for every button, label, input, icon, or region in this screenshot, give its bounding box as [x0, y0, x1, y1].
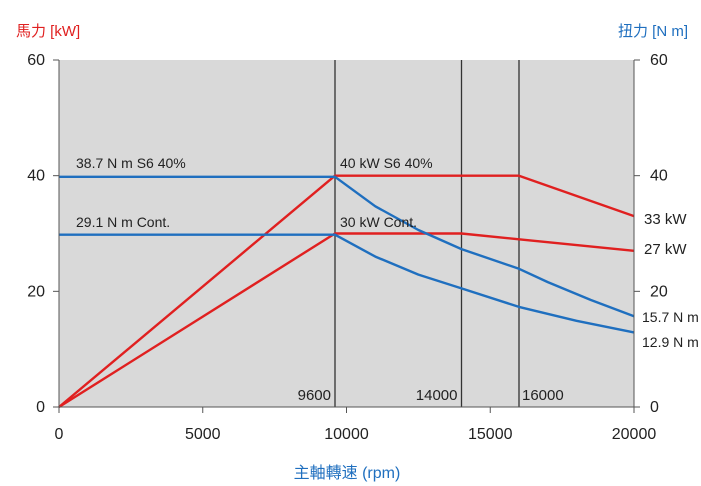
right-tick-label: 0 [650, 399, 659, 416]
left-axis-label: 馬力 [kW] [16, 23, 80, 40]
series-line-torque-3 [59, 233, 635, 334]
series-line-power-0 [58, 174, 635, 408]
x-tick-label: 0 [55, 426, 64, 443]
speed-marker-label: 9600 [298, 387, 331, 404]
x-axis-label: 主軸轉速 (rpm) [294, 464, 401, 482]
end-label-power-s6: 33 kW [644, 211, 687, 228]
x-tick-label: 15000 [468, 426, 513, 443]
right-tick-label: 40 [650, 168, 668, 185]
end-label-torque-s6: 15.7 N m [642, 309, 699, 325]
left-tick-label: 60 [27, 52, 45, 69]
series-label-power-s6: 40 kW S6 40% [340, 155, 433, 171]
left-tick-label: 20 [27, 283, 45, 300]
left-tick-label: 40 [27, 168, 45, 185]
end-label-power-cont: 27 kW [644, 241, 687, 258]
speed-marker-label: 16000 [522, 387, 564, 404]
series-label-torque-cont: 29.1 N m Cont. [76, 214, 170, 230]
series-label-torque-s6: 38.7 N m S6 40% [76, 155, 186, 171]
end-label-torque-cont: 12.9 N m [642, 334, 699, 350]
series-line-torque-2 [59, 175, 635, 318]
speed-marker-label: 14000 [416, 387, 458, 404]
right-axis-label: 扭力 [N m] [618, 23, 688, 40]
x-tick-label: 5000 [185, 426, 221, 443]
series-line-power-1 [58, 232, 635, 409]
x-tick-label: 20000 [612, 426, 657, 443]
x-tick-label: 10000 [324, 426, 369, 443]
right-tick-label: 20 [650, 283, 668, 300]
left-tick-label: 0 [36, 399, 45, 416]
right-tick-label: 60 [650, 52, 668, 69]
series-label-power-cont: 30 kW Cont. [340, 214, 417, 230]
